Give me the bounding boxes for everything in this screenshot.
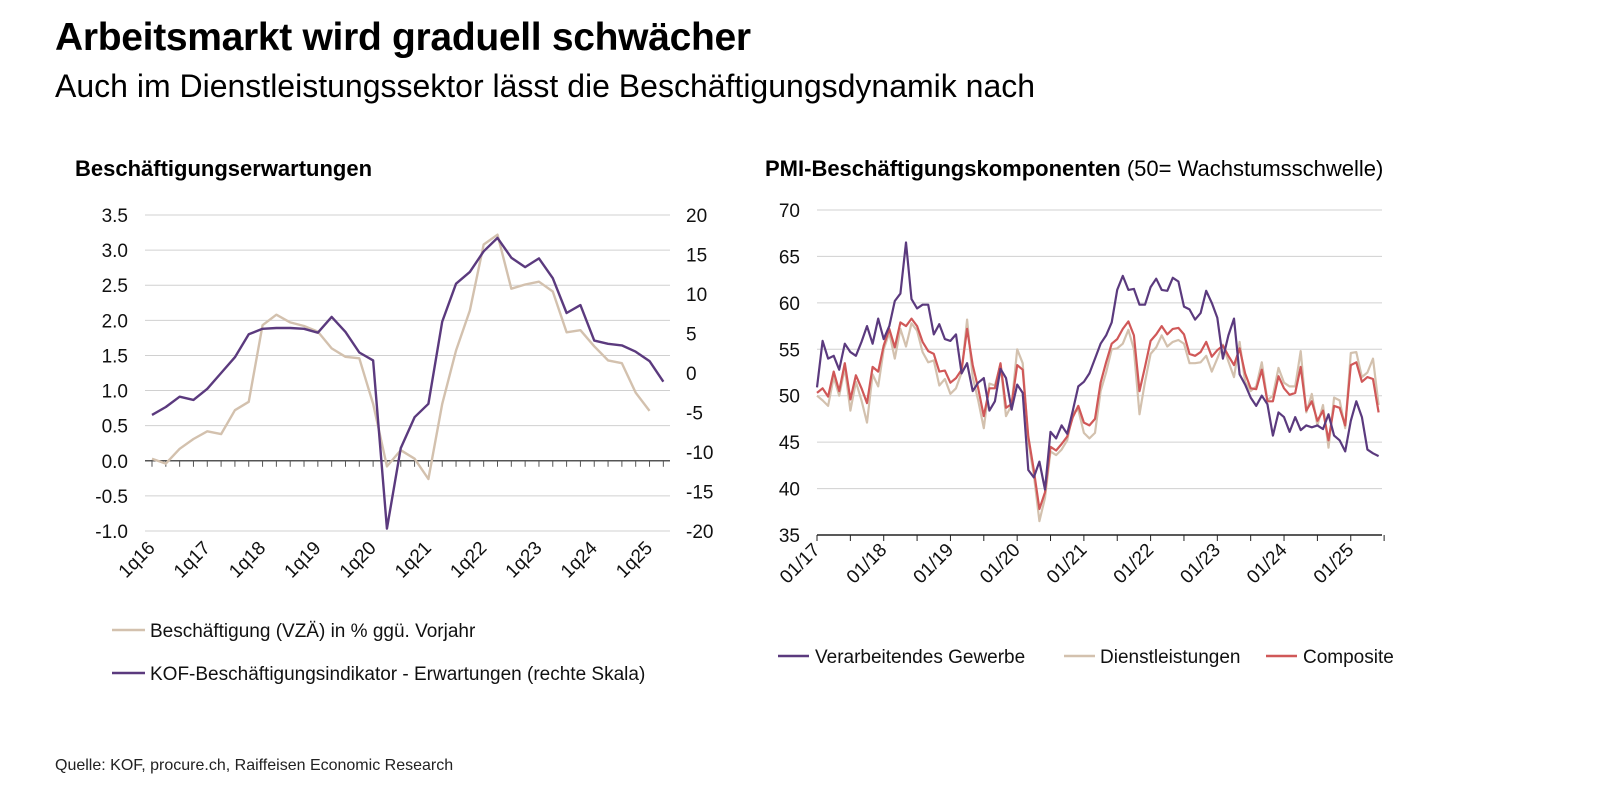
- y-tick-label: 45: [779, 433, 800, 454]
- right-y-tick-label: -15: [686, 483, 713, 504]
- series-line-dienstleistungen: [816, 318, 1380, 523]
- left-chart-title: Beschäftigungserwartungen: [75, 156, 373, 181]
- x-tick-label: 01/23: [1176, 540, 1224, 588]
- y-tick-label: 40: [779, 480, 800, 501]
- x-tick-label: 01/25: [1310, 540, 1358, 588]
- left-y-tick-label: -1.0: [95, 522, 128, 543]
- x-tick-label: 1q19: [281, 538, 326, 583]
- x-tick-label: 1q20: [336, 538, 381, 583]
- x-tick-label: 1q16: [115, 538, 160, 583]
- right-y-tick-label: 10: [686, 285, 707, 306]
- legend-label: Verarbeitendes Gewerbe: [815, 647, 1025, 668]
- left-y-tick-label: 2.0: [102, 311, 128, 332]
- y-tick-label: 55: [779, 340, 800, 361]
- left-y-tick-label: 1.5: [102, 346, 128, 367]
- series-line-beschaeftigung: [151, 233, 651, 481]
- x-tick-label: 1q18: [225, 538, 270, 583]
- page-title: Arbeitsmarkt wird graduell schwächer: [55, 16, 751, 59]
- series-line-composite: [816, 317, 1380, 511]
- right-y-tick-label: -20: [686, 522, 713, 543]
- page-subtitle: Auch im Dienstleistungssektor lässt die …: [55, 68, 1036, 104]
- x-tick-label: 1q24: [557, 537, 602, 582]
- left-y-tick-label: -0.5: [95, 487, 128, 508]
- x-tick-label: 01/19: [910, 540, 958, 588]
- left-y-tick-label: 3.5: [102, 206, 128, 227]
- source-note: Quelle: KOF, procure.ch, Raiffeisen Econ…: [55, 757, 454, 774]
- x-tick-label: 01/22: [1110, 540, 1158, 588]
- left-y-tick-label: 1.0: [102, 382, 128, 403]
- right-y-tick-label: 0: [686, 364, 697, 385]
- x-tick-label: 1q22: [446, 538, 491, 583]
- y-tick-label: 35: [779, 526, 800, 547]
- left-y-tick-label: 3.0: [102, 241, 128, 262]
- right-chart-title-note: (50= Wachstumsschwelle): [1126, 156, 1384, 181]
- right-chart-title-main: PMI-Beschäftigungskomponenten: [765, 156, 1121, 181]
- right-chart-title: PMI-Beschäftigungskomponenten (50= Wachs…: [765, 156, 1383, 182]
- x-tick-label: 01/24: [1243, 539, 1292, 588]
- legend-label: Beschäftigung (VZÄ) in % ggü. Vorjahr: [150, 621, 476, 642]
- y-tick-label: 70: [779, 201, 800, 222]
- legend-label: Composite: [1303, 647, 1394, 668]
- right-y-tick-label: 5: [686, 325, 697, 346]
- left-y-tick-label: 0.5: [102, 417, 128, 438]
- y-tick-label: 60: [779, 294, 800, 315]
- x-tick-label: 1q17: [170, 538, 215, 583]
- legend-label: KOF-Beschäftigungsindikator - Erwartunge…: [150, 664, 645, 685]
- series-line-kof-indikator: [151, 236, 665, 530]
- left-y-tick-label: 0.0: [102, 452, 128, 473]
- series-line-verarbeitendes-gewerbe: [815, 241, 1380, 491]
- x-tick-label: 1q25: [612, 538, 657, 583]
- right-y-tick-label: 15: [686, 246, 707, 267]
- x-tick-label: 1q21: [391, 538, 436, 583]
- y-tick-label: 65: [779, 247, 800, 268]
- y-tick-label: 50: [779, 387, 800, 408]
- right-y-tick-label: 20: [686, 206, 707, 227]
- right-y-tick-label: -10: [686, 443, 713, 464]
- x-tick-label: 01/21: [1043, 540, 1091, 588]
- x-tick-label: 01/18: [843, 540, 891, 588]
- x-tick-label: 1q23: [502, 538, 547, 583]
- left-y-tick-label: 2.5: [102, 276, 128, 297]
- legend-label: Dienstleistungen: [1100, 647, 1240, 668]
- right-y-tick-label: -5: [686, 404, 703, 425]
- x-tick-label: 01/20: [976, 540, 1024, 588]
